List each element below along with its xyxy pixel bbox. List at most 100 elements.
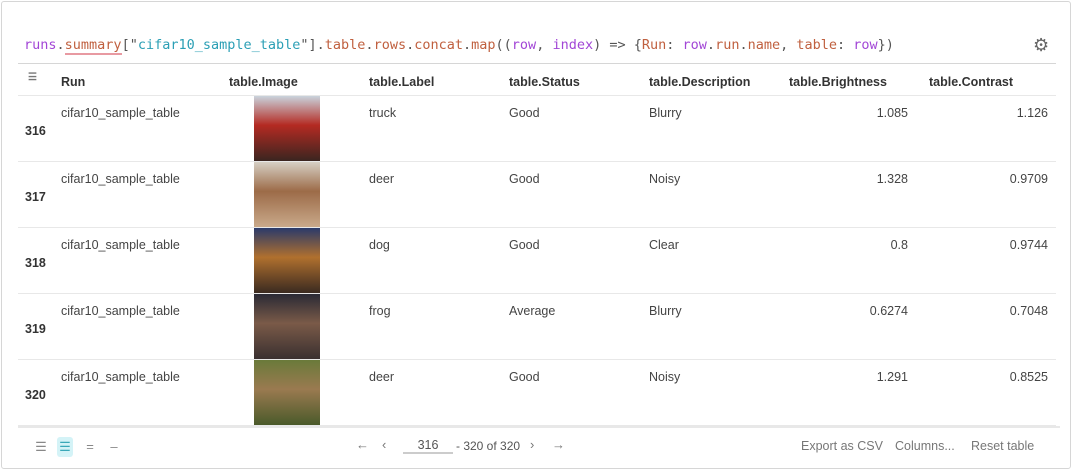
cell-brightness: 1.291: [876, 370, 908, 384]
page-range: - 320 of 320: [456, 439, 521, 453]
column-header-contrast[interactable]: table.Contrast: [929, 75, 1014, 89]
query-token: .: [463, 37, 472, 53]
column-header-brightness[interactable]: table.Brightness: [789, 75, 887, 89]
query-token: ,: [780, 37, 797, 53]
query-token: index: [552, 37, 594, 53]
table-row: 317 cifar10_sample_table deer Good Noisy…: [18, 162, 1056, 228]
query-token: ) => {: [593, 37, 642, 53]
last-page-icon[interactable]: →: [552, 437, 565, 452]
table-row: 320 cifar10_sample_table deer Good Noisy…: [18, 360, 1056, 426]
cell-label: deer: [369, 172, 395, 186]
cell-description: Blurry: [649, 304, 682, 318]
query-token: row: [511, 37, 537, 53]
column-header-label[interactable]: table.Label: [369, 75, 435, 89]
cell-contrast: 0.9709: [1009, 172, 1048, 186]
table-row: 318 cifar10_sample_table dog Good Clear …: [18, 228, 1056, 294]
query-token: name: [747, 37, 781, 53]
page-input[interactable]: [403, 438, 453, 454]
cell-image-deer[interactable]: [254, 162, 320, 227]
next-page-icon[interactable]: ›: [530, 437, 535, 452]
query-token: concat: [414, 37, 463, 53]
column-header-description[interactable]: table.Description: [649, 75, 751, 89]
query-token: cifar10_sample_table: [137, 37, 301, 53]
query-token: runs: [24, 37, 57, 53]
reset-table-button[interactable]: Reset table: [971, 439, 1035, 453]
table-footer: ☰ ☰ = – ← ‹ - 320 of 320 › → Export as C…: [0, 426, 1073, 466]
query-token: table: [796, 37, 838, 53]
density-large-icon[interactable]: =: [86, 439, 94, 454]
cell-image-truck[interactable]: [254, 96, 320, 161]
cell-contrast: 0.8525: [1009, 370, 1048, 384]
cell-brightness: 0.8: [890, 238, 908, 252]
query-token: .: [406, 37, 415, 53]
query-token: summary: [64, 37, 122, 55]
divider: [18, 426, 1060, 428]
first-page-icon[interactable]: ←: [356, 437, 369, 452]
cell-run: cifar10_sample_table: [61, 238, 180, 252]
query-token: Run: [641, 37, 667, 53]
filter-icon[interactable]: ☰: [28, 72, 37, 83]
cell-description: Blurry: [649, 106, 682, 120]
cell-description: Clear: [649, 238, 679, 252]
query-token: .: [365, 37, 374, 53]
row-index: 318: [25, 256, 46, 270]
cell-image-frog[interactable]: [254, 294, 320, 359]
cell-brightness: 1.085: [876, 106, 908, 120]
cell-status: Good: [509, 370, 540, 384]
table-header: ☰ Run table.Image table.Label table.Stat…: [18, 63, 1056, 96]
prev-page-icon[interactable]: ‹: [382, 437, 387, 452]
table-row: 319 cifar10_sample_table frog Average Bl…: [18, 294, 1056, 360]
cell-label: deer: [369, 370, 395, 384]
query-token: :: [666, 37, 683, 53]
query-token: row: [853, 37, 878, 53]
cell-image-dog[interactable]: [254, 228, 320, 293]
cell-label: truck: [369, 106, 397, 120]
row-index: 317: [25, 190, 46, 204]
column-header-image[interactable]: table.Image: [229, 75, 298, 89]
cell-run: cifar10_sample_table: [61, 370, 180, 384]
density-single-icon[interactable]: –: [110, 439, 118, 454]
cell-contrast: 0.7048: [1009, 304, 1048, 318]
cell-label: frog: [369, 304, 391, 318]
cell-description: Noisy: [649, 172, 681, 186]
cell-status: Good: [509, 238, 540, 252]
cell-image-deer[interactable]: [254, 360, 320, 425]
density-medium-icon[interactable]: ☰: [57, 437, 73, 457]
query-token: run: [715, 37, 740, 53]
query-token: }): [877, 37, 894, 53]
query-token: table: [324, 37, 366, 53]
cell-description: Noisy: [649, 370, 681, 384]
query-token: "].: [300, 37, 325, 53]
query-token: .: [739, 37, 748, 53]
query-token: .: [56, 37, 65, 53]
query-expression[interactable]: runs.summary["cifar10_sample_table"].tab…: [24, 37, 894, 55]
query-token: [": [121, 37, 138, 53]
query-token: :: [837, 37, 854, 53]
columns-button[interactable]: Columns...: [895, 439, 955, 453]
cell-run: cifar10_sample_table: [61, 172, 180, 186]
row-index: 319: [25, 322, 46, 336]
query-token: rows: [373, 37, 407, 53]
cell-run: cifar10_sample_table: [61, 304, 180, 318]
column-header-run[interactable]: Run: [61, 75, 86, 89]
cell-status: Good: [509, 106, 540, 120]
cell-brightness: 1.328: [876, 172, 908, 186]
export-csv-button[interactable]: Export as CSV: [801, 439, 883, 453]
query-token: row: [682, 37, 707, 53]
query-token: ,: [536, 37, 553, 53]
gear-icon[interactable]: ⚙: [1033, 35, 1050, 55]
density-compact-icon[interactable]: ☰: [35, 439, 47, 454]
row-index: 316: [25, 124, 46, 138]
query-token: map: [471, 37, 496, 53]
cell-status: Average: [509, 304, 556, 318]
cell-contrast: 1.126: [1016, 106, 1048, 120]
column-header-status[interactable]: table.Status: [509, 75, 580, 89]
data-table: ☰ Run table.Image table.Label table.Stat…: [18, 63, 1056, 426]
cell-contrast: 0.9744: [1009, 238, 1048, 252]
query-token: ((: [495, 37, 512, 53]
query-token: .: [706, 37, 716, 53]
row-index: 320: [25, 388, 46, 402]
cell-brightness: 0.6274: [869, 304, 908, 318]
cell-label: dog: [369, 238, 390, 252]
